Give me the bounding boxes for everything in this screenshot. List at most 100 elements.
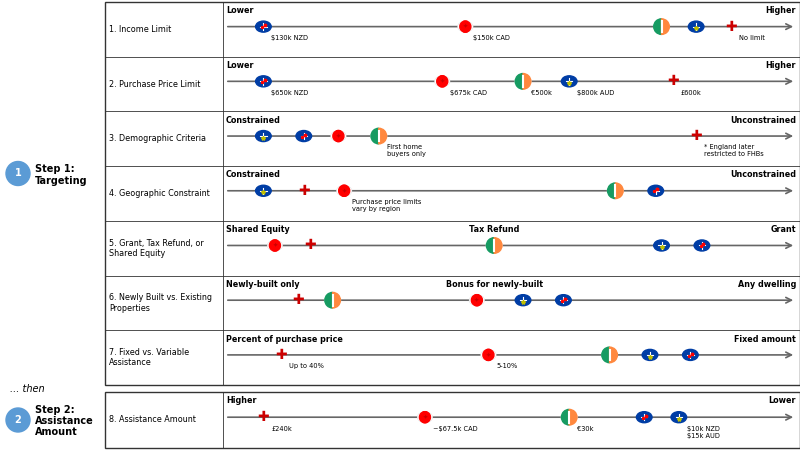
Text: $130k NZD: $130k NZD	[271, 35, 308, 41]
Text: Purchase price limits
vary by region: Purchase price limits vary by region	[352, 199, 422, 212]
Text: ... then: ... then	[10, 383, 45, 393]
Wedge shape	[423, 412, 430, 423]
Wedge shape	[494, 238, 502, 253]
Wedge shape	[486, 349, 494, 360]
Text: Unconstrained: Unconstrained	[730, 116, 796, 125]
Text: ✦: ✦	[462, 24, 468, 29]
Text: €500k: €500k	[531, 90, 552, 95]
Text: Amount: Amount	[35, 427, 78, 437]
Wedge shape	[463, 21, 471, 32]
Text: ✚: ✚	[667, 74, 679, 88]
Text: Higher: Higher	[226, 396, 257, 405]
Wedge shape	[610, 347, 618, 363]
Text: First home
buyers only: First home buyers only	[386, 144, 426, 157]
Bar	[105, 2, 800, 385]
Text: ✦: ✦	[474, 298, 479, 303]
Wedge shape	[333, 292, 341, 308]
Ellipse shape	[434, 76, 450, 87]
Text: ✚: ✚	[258, 410, 270, 424]
Ellipse shape	[486, 240, 502, 251]
Text: Shared Equity: Shared Equity	[226, 225, 290, 234]
Wedge shape	[270, 240, 277, 251]
Wedge shape	[602, 347, 610, 363]
Text: Constrained: Constrained	[226, 116, 281, 125]
Text: $800k AUD: $800k AUD	[578, 90, 614, 95]
Text: ✦: ✦	[440, 79, 445, 84]
Text: No limit: No limit	[738, 35, 765, 41]
Wedge shape	[471, 295, 478, 306]
Text: Any dwelling: Any dwelling	[738, 280, 796, 289]
Ellipse shape	[417, 412, 433, 423]
Text: ✚: ✚	[275, 348, 286, 362]
Text: €30k: €30k	[578, 426, 594, 432]
Text: 1. Income Limit: 1. Income Limit	[109, 25, 171, 34]
Wedge shape	[486, 238, 494, 253]
Wedge shape	[570, 410, 577, 425]
Wedge shape	[515, 73, 523, 89]
Ellipse shape	[336, 185, 352, 196]
Ellipse shape	[654, 21, 670, 32]
Text: Bonus for newly-built: Bonus for newly-built	[446, 280, 542, 289]
Wedge shape	[523, 73, 531, 89]
Text: ✚: ✚	[298, 184, 310, 198]
Text: $675k CAD: $675k CAD	[450, 90, 487, 95]
Text: ✚: ✚	[690, 129, 702, 143]
Ellipse shape	[371, 130, 386, 142]
Wedge shape	[654, 19, 662, 34]
Ellipse shape	[556, 295, 571, 306]
Wedge shape	[371, 128, 378, 144]
Wedge shape	[662, 19, 670, 34]
Text: ✚: ✚	[725, 20, 737, 34]
Wedge shape	[333, 130, 340, 142]
Wedge shape	[615, 183, 623, 198]
Text: 4. Geographic Constraint: 4. Geographic Constraint	[109, 189, 210, 198]
Text: £600k: £600k	[681, 90, 702, 95]
Wedge shape	[475, 295, 482, 306]
Wedge shape	[562, 410, 570, 425]
Ellipse shape	[602, 349, 618, 360]
Text: Grant: Grant	[770, 225, 796, 234]
Ellipse shape	[607, 185, 623, 196]
Wedge shape	[342, 185, 350, 196]
Text: Higher: Higher	[766, 61, 796, 70]
Text: 7. Fixed vs. Variable
Assistance: 7. Fixed vs. Variable Assistance	[109, 348, 189, 367]
Bar	[105, 392, 800, 448]
Text: Percent of purchase price: Percent of purchase price	[226, 334, 343, 343]
Wedge shape	[325, 292, 333, 308]
Text: Up to 40%: Up to 40%	[289, 363, 323, 369]
Wedge shape	[338, 185, 346, 196]
Wedge shape	[437, 76, 444, 87]
Text: Unconstrained: Unconstrained	[730, 171, 796, 180]
Text: ✦: ✦	[342, 188, 346, 193]
Text: 1: 1	[14, 168, 22, 179]
Ellipse shape	[642, 349, 658, 360]
Ellipse shape	[267, 240, 282, 251]
Ellipse shape	[515, 76, 531, 87]
Ellipse shape	[688, 21, 704, 32]
Ellipse shape	[671, 412, 686, 423]
Text: Lower: Lower	[769, 396, 796, 405]
Text: ~$67.5k CAD: ~$67.5k CAD	[433, 426, 478, 432]
Wedge shape	[378, 128, 386, 144]
Text: ✦: ✦	[272, 243, 278, 248]
Text: Targeting: Targeting	[35, 176, 88, 186]
Text: Constrained: Constrained	[226, 171, 281, 180]
Ellipse shape	[637, 412, 652, 423]
Ellipse shape	[515, 295, 531, 306]
Circle shape	[6, 162, 30, 185]
Text: $150k CAD: $150k CAD	[474, 35, 510, 41]
Text: ✚: ✚	[304, 238, 315, 252]
Text: 3. Demographic Criteria: 3. Demographic Criteria	[109, 134, 206, 143]
Ellipse shape	[255, 185, 271, 196]
Text: Newly-built only: Newly-built only	[226, 280, 300, 289]
Text: 5-10%: 5-10%	[497, 363, 518, 369]
Text: £240k: £240k	[271, 426, 292, 432]
Text: ✦: ✦	[486, 352, 491, 357]
Text: Step 1:: Step 1:	[35, 163, 74, 174]
Text: Higher: Higher	[766, 6, 796, 15]
Text: Lower: Lower	[226, 6, 254, 15]
Ellipse shape	[694, 240, 710, 251]
Text: $650k NZD: $650k NZD	[271, 90, 309, 95]
Text: 2: 2	[14, 415, 22, 425]
Text: Fixed amount: Fixed amount	[734, 334, 796, 343]
